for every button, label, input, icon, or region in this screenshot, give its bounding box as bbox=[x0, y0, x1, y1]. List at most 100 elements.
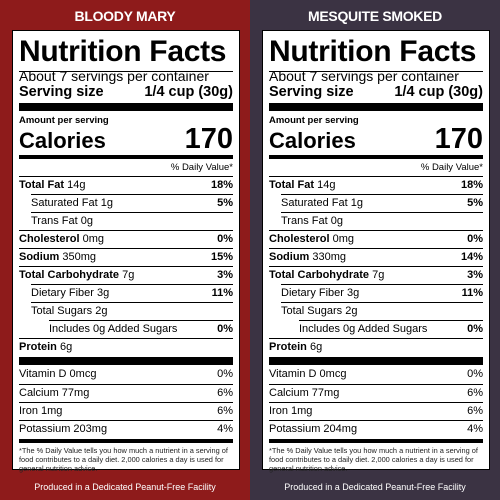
vitamin-amount: 0mcg bbox=[319, 368, 347, 380]
thick-bar bbox=[269, 103, 483, 111]
nutrient-row: Saturated Fat 1g 5% bbox=[281, 194, 483, 212]
divider bbox=[269, 71, 483, 72]
medium-bar bbox=[269, 155, 483, 159]
thick-bar bbox=[19, 103, 233, 111]
vitamin-text: Potassium 203mg bbox=[19, 423, 107, 435]
daily-value: 0% bbox=[467, 368, 483, 380]
serving-size-label: Serving size bbox=[269, 84, 354, 100]
nutrient-row: Total Carbohydrate 7g 3% bbox=[19, 266, 233, 284]
nutrient-name: Total Sugars bbox=[31, 305, 93, 317]
nutrient-row: Total Sugars 2g bbox=[281, 302, 483, 320]
serving-size: 1/4 cup (30g) bbox=[394, 84, 483, 100]
vitamin-text: Vitamin D 0mcg bbox=[19, 368, 96, 380]
nutrient-text: Total Fat 14g bbox=[19, 179, 85, 191]
daily-value: 6% bbox=[467, 405, 483, 417]
vitamin-row: Calcium 77mg 6% bbox=[269, 384, 483, 402]
vitamin-name: Calcium bbox=[269, 387, 309, 399]
nutrient-name: Total Carbohydrate bbox=[269, 269, 370, 281]
nutrient-text: Total Carbohydrate 7g bbox=[269, 269, 384, 281]
dv-header: % Daily Value* bbox=[420, 162, 483, 173]
nutrient-amount: 2g bbox=[95, 305, 108, 317]
servings-per-container: About 7 servings per container bbox=[19, 68, 209, 84]
nutrient-text: Sodium 350mg bbox=[19, 251, 96, 263]
nutrient-row: Sodium 350mg 15% bbox=[19, 248, 233, 266]
nutrient-name: Dietary Fiber bbox=[31, 287, 94, 299]
nutrient-name: Sodium bbox=[269, 251, 310, 263]
nutrient-text: Protein 6g bbox=[19, 341, 72, 353]
facility-note: Produced in a Dedicated Peanut-Free Faci… bbox=[284, 482, 466, 492]
nutrient-name: Includes 0g Added Sugars bbox=[299, 323, 428, 335]
vitamin-text: Calcium 77mg bbox=[269, 387, 339, 399]
servings-per-container: About 7 servings per container bbox=[269, 68, 459, 84]
nutrition-label: Nutrition Facts About 7 servings per cont… bbox=[12, 30, 240, 473]
nutrient-text: Total Fat 14g bbox=[269, 179, 335, 191]
nutrient-text: Trans Fat 0g bbox=[31, 215, 93, 227]
nutrient-row: Includes 0g Added Sugars 0% bbox=[49, 320, 233, 338]
vitamin-amount: 0mcg bbox=[69, 368, 97, 380]
nutrient-amount: 14g bbox=[317, 179, 336, 191]
daily-value: 3% bbox=[217, 269, 233, 281]
panel: BLOODY MARY Produced in a Dedicated Peanu… bbox=[0, 0, 250, 500]
nutrient-row: Trans Fat 0g bbox=[281, 212, 483, 230]
vitamin-name: Iron bbox=[269, 405, 288, 417]
nutrient-name: Total Fat bbox=[19, 179, 65, 191]
vitamin-amount: 77mg bbox=[61, 387, 90, 399]
nutrient-amount: 7g bbox=[122, 269, 135, 281]
medium-bar bbox=[19, 155, 233, 159]
nutrient-name: Saturated Fat bbox=[31, 197, 98, 209]
nutrient-row: Sodium 330mg 14% bbox=[269, 248, 483, 266]
amount-per-serving: Amount per serving bbox=[269, 115, 359, 126]
nutrient-row: Dietary Fiber 3g 11% bbox=[281, 284, 483, 302]
nutrient-text: Total Carbohydrate 7g bbox=[19, 269, 134, 281]
nutrient-text: Dietary Fiber 3g bbox=[281, 287, 359, 299]
label-title: Nutrition Facts bbox=[19, 35, 227, 68]
daily-value: 0% bbox=[217, 323, 233, 335]
nutrient-amount: 0g bbox=[80, 215, 93, 227]
vitamin-amount: 77mg bbox=[311, 387, 340, 399]
nutrient-name: Sodium bbox=[19, 251, 60, 263]
vitamin-name: Vitamin D bbox=[269, 368, 317, 380]
daily-value: 0% bbox=[217, 368, 233, 380]
daily-value: 6% bbox=[217, 405, 233, 417]
vitamin-name: Calcium bbox=[19, 387, 59, 399]
nutrient-text: Includes 0g Added Sugars bbox=[49, 323, 177, 335]
vitamin-name: Iron bbox=[19, 405, 38, 417]
calories-value: 170 bbox=[184, 123, 233, 155]
nutrient-amount: 6g bbox=[59, 341, 73, 353]
nutrient-row: Protein 6g bbox=[19, 338, 233, 356]
nutrient-row: Total Carbohydrate 7g 3% bbox=[269, 266, 483, 284]
nutrient-amount: 350mg bbox=[62, 251, 97, 263]
serving-size: 1/4 cup (30g) bbox=[144, 84, 233, 100]
nutrient-row: Saturated Fat 1g 5% bbox=[31, 194, 233, 212]
nutrient-name: Cholesterol bbox=[19, 233, 80, 245]
vitamin-row: Iron 1mg 6% bbox=[19, 402, 233, 420]
medium-bar bbox=[19, 439, 233, 443]
medium-bar bbox=[269, 439, 483, 443]
dv-header: % Daily Value* bbox=[170, 162, 233, 173]
nutrient-text: Cholesterol 0mg bbox=[269, 233, 354, 245]
footnote: *The % Daily Value tells you how much a … bbox=[19, 446, 228, 473]
nutrient-name: Total Fat bbox=[269, 179, 315, 191]
nutrient-text: Sodium 330mg bbox=[269, 251, 346, 263]
vitamin-amount: 204mg bbox=[323, 423, 358, 435]
nutrient-text: Protein 6g bbox=[269, 341, 322, 353]
divider bbox=[19, 71, 233, 72]
flavor-name: MESQUITE SMOKED bbox=[308, 8, 442, 24]
nutrient-row: Protein 6g bbox=[269, 338, 483, 356]
vitamin-name: Potassium bbox=[269, 423, 321, 435]
vitamin-text: Iron 1mg bbox=[269, 405, 312, 417]
nutrient-amount: 2g bbox=[345, 305, 358, 317]
nutrient-row: Cholesterol 0mg 0% bbox=[269, 230, 483, 248]
nutrient-row: Total Sugars 2g bbox=[31, 302, 233, 320]
daily-value: 6% bbox=[217, 387, 233, 399]
nutrient-amount: 0mg bbox=[82, 233, 104, 245]
nutrient-amount: 1g bbox=[100, 197, 113, 209]
calories-label: Calories bbox=[269, 128, 356, 153]
vitamin-text: Iron 1mg bbox=[19, 405, 62, 417]
nutrient-text: Total Sugars 2g bbox=[281, 305, 357, 317]
vitamin-text: Potassium 204mg bbox=[269, 423, 357, 435]
nutrient-amount: 6g bbox=[309, 341, 323, 353]
vitamin-row: Potassium 203mg 4% bbox=[19, 420, 233, 438]
daily-value: 6% bbox=[467, 387, 483, 399]
